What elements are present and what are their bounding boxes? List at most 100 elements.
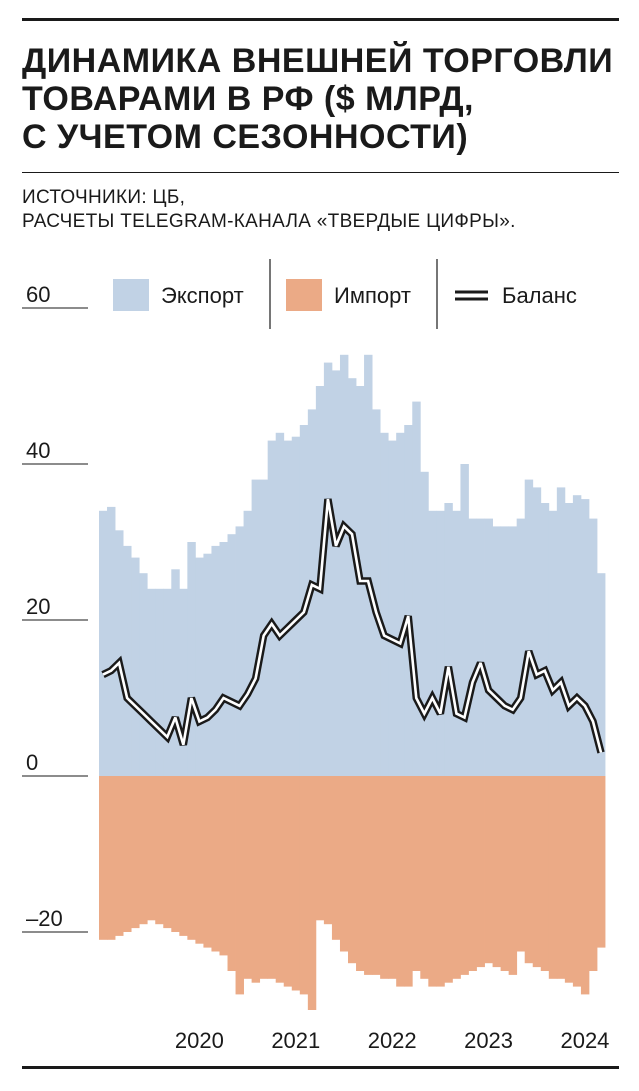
- title-divider: [22, 172, 619, 173]
- export-bar: [476, 518, 485, 776]
- import-bar: [444, 776, 453, 983]
- import-bar: [572, 776, 582, 987]
- import-bar: [107, 776, 116, 940]
- x-tick-label: 2023: [464, 1028, 513, 1053]
- import-bar: [211, 776, 220, 952]
- export-bar: [99, 510, 108, 776]
- export-bar: [532, 487, 542, 776]
- export-bar: [219, 542, 228, 776]
- import-bar: [492, 776, 502, 968]
- import-bar: [484, 776, 493, 964]
- export-bar: [372, 409, 381, 776]
- export-bar: [468, 518, 477, 776]
- export-bar: [331, 370, 341, 776]
- export-bar: [396, 432, 405, 776]
- export-bar: [155, 588, 164, 776]
- export-bar: [275, 432, 285, 776]
- export-bar: [436, 510, 445, 776]
- export-bar: [227, 534, 236, 776]
- import-bar: [420, 776, 429, 979]
- import-bar: [452, 776, 461, 979]
- balance-line-inner: [102, 498, 603, 753]
- import-bar: [195, 776, 204, 944]
- import-bar: [348, 776, 357, 964]
- import-bar: [500, 776, 510, 971]
- x-tick-label: 2020: [175, 1028, 224, 1053]
- import-bar: [315, 776, 325, 921]
- import-bar: [468, 776, 477, 971]
- import-bar: [131, 776, 140, 929]
- import-bar: [227, 776, 236, 971]
- legend-swatch-import: [286, 279, 322, 311]
- import-bar: [275, 776, 285, 983]
- export-bar: [364, 354, 373, 776]
- x-tick-labels: 2020 2021 2022 2023 2024: [175, 1028, 610, 1053]
- import-bar: [235, 776, 244, 995]
- legend-label-export: Экспорт: [161, 283, 244, 308]
- import-bar: [436, 776, 445, 987]
- export-bar: [412, 401, 421, 776]
- export-bar: [179, 588, 188, 776]
- export-bar: [420, 471, 429, 776]
- import-bar: [163, 776, 172, 929]
- import-bar: [540, 776, 550, 971]
- y-tick-label: 40: [26, 438, 50, 463]
- import-bar: [323, 776, 333, 925]
- import-bar: [364, 776, 373, 975]
- top-rule: [22, 18, 619, 21]
- import-bar: [460, 776, 469, 975]
- import-bar: [532, 776, 542, 968]
- import-bar: [283, 776, 293, 987]
- export-bar: [107, 506, 116, 776]
- export-bar: [348, 378, 357, 776]
- import-bar: [251, 776, 261, 983]
- export-bar: [540, 503, 550, 776]
- import-bar: [99, 776, 108, 940]
- export-bar: [235, 526, 244, 776]
- import-bar: [597, 776, 606, 948]
- import-bar: [564, 776, 574, 983]
- export-bar: [516, 518, 526, 776]
- import-bar: [115, 776, 124, 936]
- import-bars: [99, 776, 606, 1010]
- export-bar: [380, 432, 389, 776]
- export-bar: [388, 440, 397, 776]
- y-tick-label: 0: [26, 750, 38, 775]
- x-tick-label: 2022: [368, 1028, 417, 1053]
- export-bar: [243, 510, 253, 776]
- import-bar: [380, 776, 389, 979]
- export-bar: [492, 526, 502, 776]
- export-bar: [283, 440, 293, 776]
- import-bar: [147, 776, 156, 921]
- export-bar: [444, 503, 453, 776]
- export-bar: [548, 510, 558, 776]
- export-bar: [195, 557, 204, 776]
- export-bar: [339, 354, 349, 776]
- export-bar: [291, 436, 301, 776]
- export-bar: [428, 510, 437, 776]
- import-bar: [123, 776, 132, 932]
- import-bar: [219, 776, 228, 956]
- y-tick-labels: 60 40 20 0 –20: [26, 282, 63, 931]
- export-bar: [267, 440, 277, 776]
- import-bar: [331, 776, 341, 940]
- bottom-rule: [22, 1066, 619, 1069]
- import-bar: [139, 776, 148, 925]
- import-bar: [356, 776, 365, 971]
- import-bar: [155, 776, 164, 925]
- import-bar: [171, 776, 180, 932]
- export-bar: [572, 495, 582, 776]
- import-bar: [179, 776, 188, 936]
- import-bar: [556, 776, 566, 979]
- export-bar: [211, 545, 220, 776]
- import-bar: [259, 776, 269, 979]
- import-bar: [388, 776, 397, 979]
- import-bar: [580, 776, 590, 995]
- chart-title: ДИНАМИКА ВНЕШНЕЙ ТОРГОВЛИ ТОВАРАМИ В РФ …: [22, 42, 622, 156]
- import-bar: [187, 776, 196, 940]
- import-bar: [243, 776, 253, 979]
- export-bar: [564, 503, 574, 776]
- x-tick-label: 2024: [560, 1028, 609, 1053]
- export-bar: [139, 573, 148, 776]
